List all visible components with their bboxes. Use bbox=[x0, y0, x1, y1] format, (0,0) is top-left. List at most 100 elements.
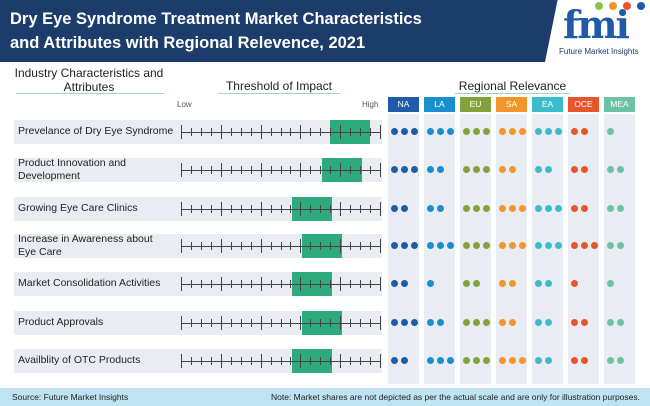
relevance-dots-eu bbox=[463, 128, 490, 135]
relevance-dot bbox=[473, 319, 480, 326]
scale-tick bbox=[350, 242, 352, 250]
scale-tick bbox=[270, 166, 272, 174]
scale-tick bbox=[310, 128, 312, 136]
relevance-dot bbox=[607, 357, 614, 364]
relevance-dot bbox=[617, 166, 624, 173]
scale-tick bbox=[181, 354, 182, 368]
region-chip-oce: OCE bbox=[568, 97, 599, 112]
scale-tick bbox=[330, 242, 332, 250]
impact-scale bbox=[181, 272, 381, 296]
relevance-dot bbox=[571, 280, 578, 287]
relevance-dot bbox=[519, 205, 526, 212]
relevance-dots-sa bbox=[499, 242, 526, 249]
relevance-dot bbox=[391, 319, 398, 326]
scale-tick bbox=[260, 316, 262, 330]
scale-tick bbox=[260, 163, 262, 177]
scale-tick bbox=[310, 242, 312, 250]
scale-tick bbox=[190, 357, 192, 365]
scale-tick bbox=[340, 125, 342, 139]
scale-tick bbox=[220, 277, 222, 291]
scale-tick bbox=[370, 128, 372, 136]
region-column bbox=[532, 114, 563, 384]
impact-scale bbox=[181, 158, 381, 182]
relevance-dots-eu bbox=[463, 242, 490, 249]
region-chip-mea: MEA bbox=[604, 97, 635, 112]
scale-tick bbox=[320, 166, 322, 174]
relevance-dots-na bbox=[391, 166, 418, 173]
relevance-dot bbox=[463, 242, 470, 249]
note-text: Note: Market shares are not depicted as … bbox=[270, 392, 640, 402]
scale-tick bbox=[190, 128, 192, 136]
scale-tick bbox=[230, 166, 232, 174]
relevance-dot bbox=[473, 280, 480, 287]
scale-tick bbox=[320, 280, 322, 288]
relevance-dot bbox=[617, 242, 624, 249]
relevance-dot bbox=[483, 166, 490, 173]
relevance-dot bbox=[437, 128, 444, 135]
scale-tick bbox=[290, 205, 292, 213]
relevance-dot bbox=[427, 242, 434, 249]
relevance-dot bbox=[571, 242, 578, 249]
scale-tick bbox=[250, 205, 252, 213]
scale-tick bbox=[380, 202, 381, 216]
region-chip-eu: EU bbox=[460, 97, 491, 112]
relevance-dots-la bbox=[427, 128, 454, 135]
scale-tick bbox=[310, 205, 312, 213]
relevance-dots-oce bbox=[571, 357, 588, 364]
relevance-dot bbox=[427, 205, 434, 212]
scale-tick bbox=[190, 242, 192, 250]
scale-tick bbox=[340, 277, 342, 291]
scale-tick bbox=[380, 125, 381, 139]
scale-tick bbox=[240, 205, 242, 213]
relevance-dot bbox=[401, 205, 408, 212]
scale-tick bbox=[360, 357, 362, 365]
relevance-dot bbox=[473, 357, 480, 364]
relevance-dot bbox=[401, 280, 408, 287]
attributes-header: Industry Characteristics and Attributes bbox=[14, 66, 164, 94]
scale-tick bbox=[360, 319, 362, 327]
scale-tick bbox=[220, 239, 222, 253]
relevance-dots-eu bbox=[463, 280, 480, 287]
scale-tick bbox=[380, 163, 381, 177]
scale-tick bbox=[370, 205, 372, 213]
scale-tick bbox=[220, 125, 222, 139]
scale-tick bbox=[330, 319, 332, 327]
scale-tick bbox=[280, 166, 282, 174]
relevance-dot bbox=[581, 166, 588, 173]
scale-tick bbox=[300, 202, 302, 216]
relevance-dot bbox=[463, 166, 470, 173]
attribute-label: Market Consolidation Activities bbox=[18, 277, 161, 289]
scale-tick bbox=[230, 128, 232, 136]
scale-tick bbox=[370, 166, 372, 174]
scale-tick bbox=[230, 280, 232, 288]
relevance-dot bbox=[411, 319, 418, 326]
relevance-dot bbox=[591, 242, 598, 249]
relevance-dots-la bbox=[427, 319, 444, 326]
region-column bbox=[496, 114, 527, 384]
relevance-dot bbox=[555, 242, 562, 249]
scale-tick bbox=[290, 319, 292, 327]
relevance-dots-na bbox=[391, 128, 418, 135]
relevance-dots-la bbox=[427, 205, 444, 212]
scale-tick bbox=[370, 280, 372, 288]
relevance-dot bbox=[607, 319, 614, 326]
relevance-dots-la bbox=[427, 280, 434, 287]
impact-scale bbox=[181, 197, 381, 221]
region-chip-sa: SA bbox=[496, 97, 527, 112]
relevance-dot bbox=[427, 280, 434, 287]
relevance-dot bbox=[545, 319, 552, 326]
scale-tick bbox=[240, 319, 242, 327]
relevance-dot bbox=[535, 205, 542, 212]
relevance-dot bbox=[401, 128, 408, 135]
relevance-dot bbox=[499, 280, 506, 287]
scale-tick bbox=[280, 319, 282, 327]
scale-tick bbox=[200, 280, 202, 288]
scale-tick bbox=[250, 319, 252, 327]
relevance-dot bbox=[535, 319, 542, 326]
scale-tick bbox=[190, 319, 192, 327]
scale-tick bbox=[260, 202, 262, 216]
relevance-dots-oce bbox=[571, 242, 598, 249]
relevance-dot bbox=[535, 242, 542, 249]
relevance-dot bbox=[571, 205, 578, 212]
scale-tick bbox=[310, 166, 312, 174]
